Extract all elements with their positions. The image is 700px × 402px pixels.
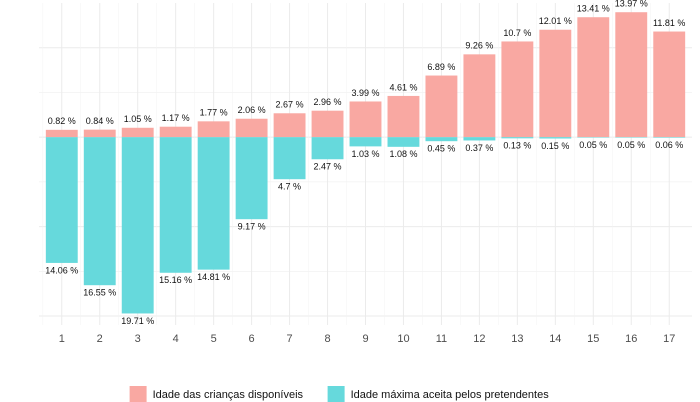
bar	[387, 95, 420, 138]
data-label: 0.84 %	[86, 116, 114, 126]
bar	[501, 137, 534, 139]
bar	[387, 137, 420, 147]
bar	[273, 113, 306, 138]
data-label: 3.99 %	[351, 88, 379, 98]
bar	[83, 129, 116, 138]
x-tick-label: 8	[324, 333, 330, 345]
x-tick-label: 16	[625, 333, 637, 345]
data-label: 11.81 %	[653, 18, 685, 28]
bar	[425, 137, 458, 142]
data-label: 2.96 %	[314, 97, 342, 107]
bar	[159, 126, 192, 138]
data-label: 1.05 %	[124, 114, 152, 124]
x-tick-label: 10	[397, 333, 409, 345]
data-label: 0.05 %	[579, 140, 607, 150]
data-label: 6.89 %	[427, 62, 455, 72]
data-label: 14.81 %	[197, 272, 230, 282]
data-label: 13.97 %	[615, 0, 648, 9]
data-label: 9.17 %	[238, 222, 266, 232]
bar	[615, 12, 648, 138]
x-tick-label: 15	[587, 333, 599, 345]
data-label: 0.45 %	[427, 144, 455, 154]
bar	[653, 31, 686, 138]
x-tick-label: 14	[549, 333, 561, 345]
x-tick-label: 11	[436, 333, 447, 345]
data-label: 16.55 %	[83, 288, 116, 298]
bar	[539, 29, 572, 138]
data-label: 0.06 %	[655, 140, 683, 150]
legend-label: Idade das crianças disponíveis	[153, 389, 304, 401]
data-label: 0.05 %	[617, 140, 645, 150]
data-label: 19.71 %	[121, 316, 154, 326]
bar	[577, 17, 610, 138]
data-label: 14.06 %	[45, 265, 78, 275]
data-label: 0.15 %	[541, 141, 569, 151]
data-label: 10.7 %	[503, 28, 531, 38]
data-label: 1.77 %	[200, 108, 228, 118]
data-label: 12.01 %	[539, 16, 572, 26]
legend-swatch	[129, 386, 147, 402]
bar	[197, 121, 230, 138]
bar	[121, 127, 154, 138]
x-tick-label: 1	[59, 333, 65, 345]
x-tick-label: 6	[249, 333, 255, 345]
x-tick-label: 9	[362, 333, 368, 345]
bar	[45, 129, 78, 138]
data-label: 15.16 %	[159, 275, 192, 285]
bar	[45, 137, 78, 263]
x-tick-label: 12	[473, 333, 485, 345]
data-label: 4.7 %	[278, 182, 301, 192]
bar	[539, 137, 572, 139]
bar	[197, 137, 230, 270]
data-label: 4.61 %	[389, 82, 417, 92]
x-tick-label: 5	[211, 333, 217, 345]
bar	[159, 137, 192, 273]
bar	[121, 137, 154, 314]
bar	[235, 118, 268, 138]
bar	[463, 54, 496, 138]
x-tick-label: 7	[287, 333, 293, 345]
bar	[349, 101, 382, 138]
x-tick-label: 17	[663, 333, 675, 345]
x-tick-label: 4	[173, 333, 179, 345]
bar	[311, 137, 344, 160]
bar	[463, 137, 496, 141]
x-tick-label: 2	[97, 333, 103, 345]
data-label: 0.82 %	[48, 116, 76, 126]
bar	[501, 41, 534, 138]
bar	[425, 75, 458, 138]
data-label: 2.47 %	[314, 162, 342, 172]
data-label: 1.17 %	[162, 113, 190, 123]
data-label: 9.26 %	[465, 41, 493, 51]
data-label: 0.37 %	[465, 143, 493, 153]
legend-label: Idade máxima aceita pelos pretendentes	[351, 389, 550, 401]
bar	[349, 137, 382, 147]
data-label: 2.67 %	[276, 100, 304, 110]
data-label: 0.13 %	[503, 141, 531, 151]
data-label: 1.03 %	[351, 149, 379, 159]
data-label: 13.41 %	[577, 4, 610, 14]
bar	[83, 137, 116, 286]
data-label: 1.08 %	[389, 149, 417, 159]
data-label: 2.06 %	[238, 105, 266, 115]
x-tick-label: 3	[135, 333, 141, 345]
bar	[311, 110, 344, 138]
legend-swatch	[327, 386, 345, 402]
bar	[653, 137, 686, 138]
bar	[273, 137, 306, 180]
x-tick-label: 13	[511, 333, 523, 345]
bar	[235, 137, 268, 220]
